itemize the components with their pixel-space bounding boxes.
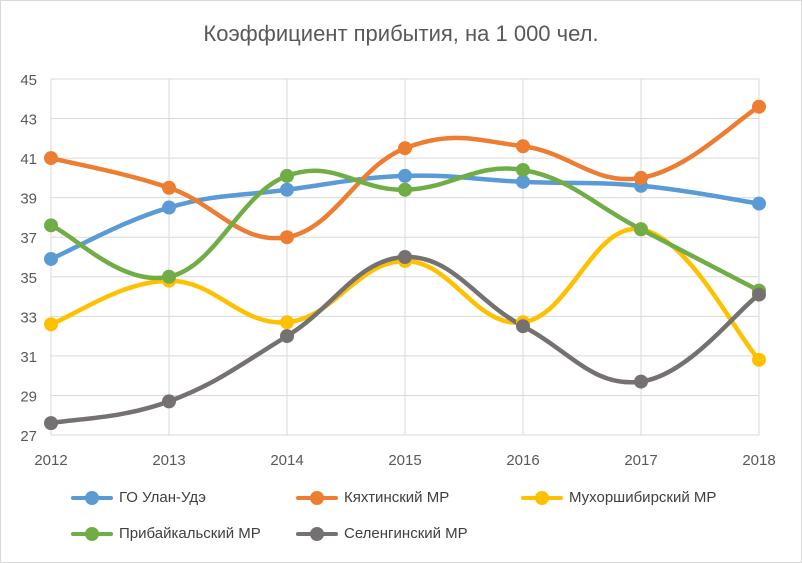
y-tick-label: 41 [20, 151, 37, 168]
data-point-series-3 [280, 315, 294, 330]
data-point-series-4 [162, 269, 176, 284]
y-tick-label: 39 [20, 191, 37, 208]
y-tick-label: 27 [20, 428, 37, 445]
x-tick-label: 2016 [506, 452, 539, 469]
legend-label: Прибайкальский МР [119, 525, 261, 542]
y-tick-label: 35 [20, 270, 37, 287]
data-point-series-1 [752, 196, 766, 211]
legend-label: Селенгинский МР [344, 525, 468, 542]
data-point-series-2 [280, 230, 294, 245]
legend-marker-icon [71, 526, 113, 541]
legend-item: Мухоршибирский МР [521, 489, 716, 506]
legend-item: Селенгинский МР [296, 525, 468, 542]
data-point-series-1 [44, 251, 58, 266]
data-point-series-4 [398, 182, 412, 197]
y-tick-label: 31 [20, 349, 37, 366]
data-point-series-5 [398, 250, 412, 264]
legend-label: Кяхтинский МР [344, 489, 450, 506]
data-point-series-2 [752, 99, 766, 114]
data-point-series-4 [44, 218, 58, 233]
y-tick-label: 37 [20, 230, 37, 247]
legend-marker-icon [296, 490, 338, 505]
data-point-series-5 [162, 394, 176, 409]
data-point-series-1 [516, 174, 530, 189]
data-point-series-5 [44, 416, 58, 431]
x-tick-label: 2015 [388, 452, 421, 469]
data-point-series-2 [634, 170, 648, 185]
x-tick-label: 2013 [152, 452, 185, 469]
legend-label: ГО Улан-Удэ [119, 489, 206, 506]
data-point-series-5 [516, 319, 530, 334]
legend-marker-icon [521, 490, 563, 505]
data-point-series-5 [634, 374, 648, 389]
data-point-series-2 [516, 139, 530, 154]
data-point-series-4 [280, 168, 294, 183]
y-tick-label: 45 [20, 72, 37, 89]
data-point-series-4 [516, 162, 530, 177]
data-point-series-1 [398, 168, 412, 183]
data-point-series-4 [634, 222, 648, 237]
data-point-series-5 [752, 287, 766, 302]
legend-item: ГО Улан-Удэ [71, 489, 206, 506]
x-tick-label: 2014 [270, 452, 303, 469]
legend-item: Прибайкальский МР [71, 525, 261, 542]
data-point-series-3 [44, 317, 58, 332]
data-point-series-2 [44, 151, 58, 166]
y-tick-label: 43 [20, 112, 37, 129]
x-tick-label: 2012 [34, 452, 67, 469]
chart-title: Коэффициент прибытия, на 1 000 чел. [203, 21, 599, 46]
y-tick-label: 33 [20, 309, 37, 326]
y-tick-label: 29 [20, 388, 37, 405]
data-point-series-1 [280, 182, 294, 197]
legend-item: Кяхтинский МР [296, 489, 449, 506]
data-point-series-5 [280, 329, 294, 344]
data-point-series-2 [162, 180, 176, 195]
x-tick-label: 2018 [742, 452, 775, 469]
data-point-series-1 [162, 200, 176, 215]
data-point-series-3 [752, 352, 766, 367]
data-point-series-2 [398, 141, 412, 156]
legend-marker-icon [71, 490, 113, 505]
legend-marker-icon [296, 526, 338, 541]
x-tick-label: 2017 [624, 452, 657, 469]
legend-label: Мухоршибирский МР [569, 489, 717, 506]
